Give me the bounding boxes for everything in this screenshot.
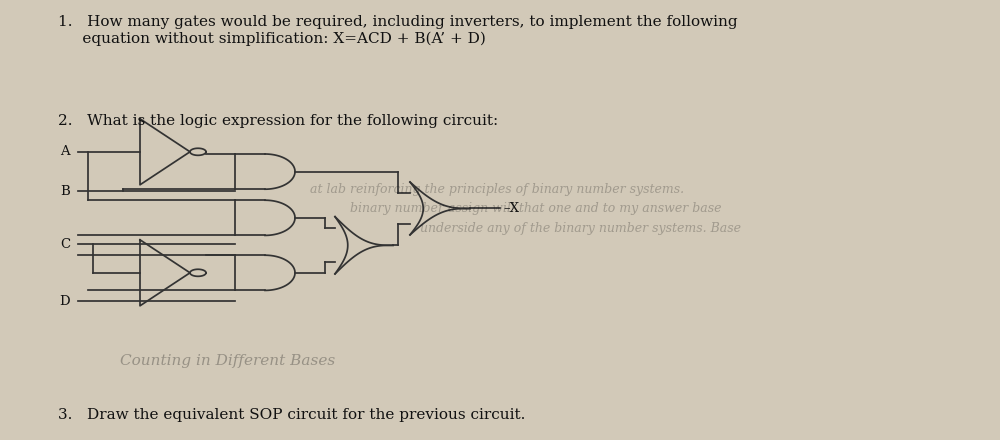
Text: Counting in Different Bases: Counting in Different Bases [120, 354, 335, 368]
Text: –X: –X [503, 202, 519, 215]
Text: 2.   What is the logic expression for the following circuit:: 2. What is the logic expression for the … [58, 114, 498, 128]
Text: C: C [60, 238, 70, 251]
Text: 3.   Draw the equivalent SOP circuit for the previous circuit.: 3. Draw the equivalent SOP circuit for t… [58, 408, 525, 422]
Text: 1.   How many gates would be required, including inverters, to implement the fol: 1. How many gates would be required, inc… [58, 15, 738, 46]
Text: at lab reinforcing the principles of binary number systems.: at lab reinforcing the principles of bin… [310, 183, 684, 196]
Text: binary number assign will that one and to my answer base: binary number assign will that one and t… [350, 202, 722, 216]
Text: B: B [60, 185, 70, 198]
Text: A: A [60, 145, 70, 158]
Text: D: D [59, 295, 70, 308]
Text: underside any of the binary number systems. Base: underside any of the binary number syste… [420, 222, 741, 235]
